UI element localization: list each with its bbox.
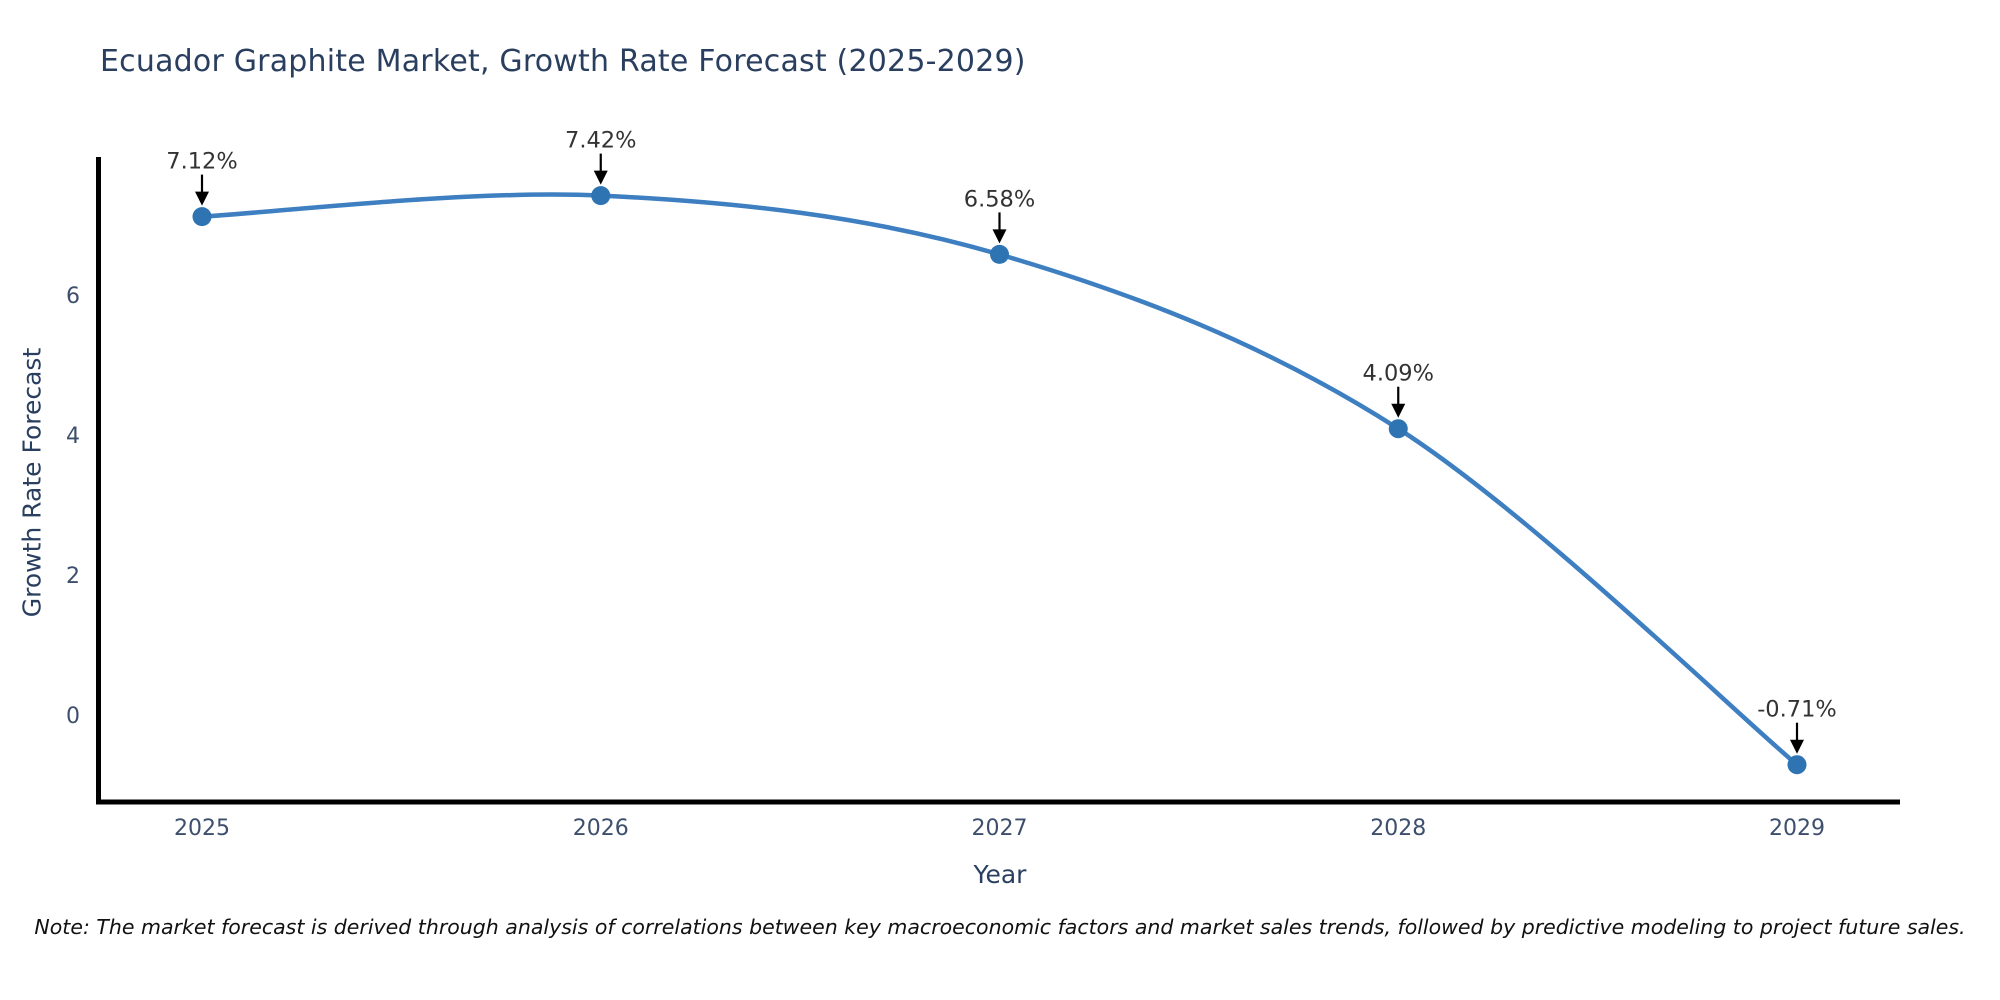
data-point-label: 6.58% xyxy=(964,186,1035,212)
data-point-marker xyxy=(591,186,611,206)
data-point-label: 7.42% xyxy=(565,128,636,154)
annotation-arrowhead xyxy=(195,191,209,206)
data-point-label: -0.71% xyxy=(1757,697,1837,723)
data-point-marker xyxy=(1388,419,1408,439)
x-tick-label: 2027 xyxy=(972,816,1028,841)
x-tick-label: 2028 xyxy=(1370,816,1426,841)
data-point-marker xyxy=(1787,755,1807,775)
x-axis-title: Year xyxy=(973,860,1027,889)
y-tick-label: 4 xyxy=(66,424,80,449)
annotation-arrowhead xyxy=(992,229,1007,244)
y-tick-label: 2 xyxy=(66,564,80,589)
annotation-arrowhead xyxy=(1790,739,1804,754)
data-point-marker xyxy=(192,207,212,227)
annotation-arrowhead xyxy=(593,170,608,185)
x-tick-label: 2025 xyxy=(174,816,230,841)
chart-title: Ecuador Graphite Market, Growth Rate For… xyxy=(100,44,1026,79)
x-tick-label: 2029 xyxy=(1769,816,1825,841)
x-tick-label: 2026 xyxy=(573,816,629,841)
y-tick-label: 6 xyxy=(66,284,80,309)
footnote: Note: The market forecast is derived thr… xyxy=(34,915,1966,939)
forecast-spline-line xyxy=(199,192,1800,767)
y-tick-label: 0 xyxy=(66,704,80,729)
data-point-marker xyxy=(990,244,1009,264)
data-point-label: 4.09% xyxy=(1363,361,1434,387)
data-point-label: 7.12% xyxy=(166,149,237,175)
annotation-arrowhead xyxy=(1391,403,1406,418)
